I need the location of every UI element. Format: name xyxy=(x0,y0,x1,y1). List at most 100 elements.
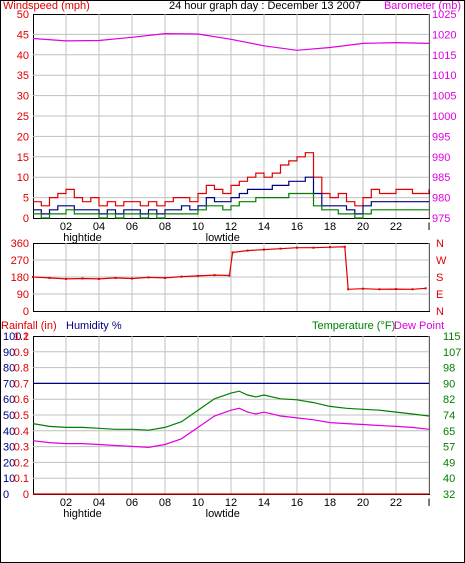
x-tick-label: 18 xyxy=(324,497,336,509)
tide-label: hightide xyxy=(63,232,102,244)
x-tick-label: 14 xyxy=(258,221,270,233)
wind-direction-point xyxy=(329,246,331,249)
humidity-tick-label: 70 xyxy=(3,378,15,390)
left-tick-label: 10 xyxy=(17,172,29,184)
wind-direction-point xyxy=(411,288,414,291)
right-tick-label: 1000 xyxy=(432,111,456,123)
temperature-tick-label: 65 xyxy=(443,426,455,438)
temperature-tick-label: 115 xyxy=(443,331,461,343)
wind-direction-point xyxy=(312,246,315,249)
humidity-tick-label: 40 xyxy=(3,426,15,438)
left-tick-label: 35 xyxy=(17,70,29,82)
temperature-tick-label: 98 xyxy=(443,363,455,375)
temperature-tick-label: 49 xyxy=(443,457,455,469)
rain-tick-label: 0 xyxy=(23,489,29,501)
wind-direction-point xyxy=(362,287,364,290)
compass-label: W xyxy=(436,255,447,267)
x-tick-label: 22 xyxy=(390,221,402,233)
wind-direction-point xyxy=(197,274,199,277)
windspeed-label: Windspeed (mph) xyxy=(3,0,90,12)
rain-tick-label: 0.5 xyxy=(14,410,29,422)
rain-tick-label: 0.4 xyxy=(14,426,29,438)
wind-direction-point xyxy=(228,274,231,277)
x-tick-label: 22 xyxy=(390,497,402,509)
rain-tick-label: 0.2 xyxy=(14,457,29,469)
left-tick-label: 45 xyxy=(17,29,29,41)
left-tick-label: 20 xyxy=(17,131,29,143)
humidity-tick-label: 60 xyxy=(3,394,15,406)
rainfall-label: Rainfall (in) xyxy=(1,320,57,332)
direction-tick-label: 360 xyxy=(11,238,29,250)
x-tick-label: 12 xyxy=(225,221,237,233)
humidity-tick-label: 100 xyxy=(3,331,21,343)
right-tick-label: 1010 xyxy=(432,70,456,82)
x-tick-label: 10 xyxy=(192,497,204,509)
x-tick-label: 16 xyxy=(291,497,303,509)
wind-direction-point xyxy=(164,276,166,279)
temperature-tick-label: 74 xyxy=(443,410,455,422)
humidity-tick-label: 80 xyxy=(3,363,15,375)
temperature-tick-label: 40 xyxy=(443,473,455,485)
wind-direction-point xyxy=(296,246,298,249)
series-line-red xyxy=(33,152,430,207)
temperature-tick-label: 107 xyxy=(443,347,461,359)
x-tick-label: 02 xyxy=(60,497,72,509)
right-tick-label: 980 xyxy=(432,193,450,205)
page-title: 24 hour graph day : December 13 2007 xyxy=(168,0,362,12)
wind-direction-point xyxy=(343,245,346,248)
rain-tick-label: 0.3 xyxy=(14,442,29,454)
right-tick-label: 990 xyxy=(432,152,450,164)
x-tick-label: 18 xyxy=(324,221,336,233)
left-tick-label: 0 xyxy=(23,213,29,225)
direction-tick-label: 0 xyxy=(23,306,29,318)
wind-direction-point xyxy=(424,287,427,290)
dew-point-label: Dew Point xyxy=(394,320,445,332)
direction-tick-label: 180 xyxy=(11,272,29,284)
x-tick-label: I xyxy=(427,221,430,233)
rain-tick-label: 1.1 xyxy=(14,331,29,343)
x-tick-label: I xyxy=(427,497,430,509)
right-tick-label: 1015 xyxy=(432,50,456,62)
wind-direction-point xyxy=(378,288,381,291)
left-tick-label: 15 xyxy=(17,152,29,164)
left-tick-label: 5 xyxy=(23,193,29,205)
temperature-tick-label: 90 xyxy=(443,378,455,390)
x-tick-label: 20 xyxy=(357,497,369,509)
humidity-tick-label: 50 xyxy=(3,410,15,422)
right-tick-label: 1005 xyxy=(432,91,456,103)
rain-tick-label: 0.7 xyxy=(14,378,29,390)
x-tick-label: 20 xyxy=(357,221,369,233)
humidity-tick-label: 90 xyxy=(3,347,15,359)
right-tick-label: 1025 xyxy=(432,9,456,21)
wind-direction-point xyxy=(131,277,133,280)
wind-direction-line xyxy=(32,246,426,290)
wind-direction-point xyxy=(180,275,183,278)
series-line-green xyxy=(33,192,429,219)
x-tick-label: 04 xyxy=(93,221,105,233)
series-line-magenta xyxy=(32,32,430,51)
rain-tick-label: 0.1 xyxy=(14,473,29,485)
direction-tick-label: 90 xyxy=(17,289,29,301)
tide-label: lowtide xyxy=(206,508,240,520)
humidity-tick-label: 10 xyxy=(3,473,15,485)
rain-tick-label: 0.9 xyxy=(14,347,29,359)
wind-direction-point xyxy=(347,288,350,291)
x-tick-label: 06 xyxy=(126,497,138,509)
right-tick-label: 985 xyxy=(432,172,450,184)
compass-label: S xyxy=(436,272,443,284)
x-tick-label: 12 xyxy=(225,497,237,509)
series-line-navy xyxy=(33,176,429,215)
wind-direction-point xyxy=(98,277,100,280)
temperature-label: Temperature (°F) xyxy=(312,320,396,332)
wind-direction-point xyxy=(395,288,397,291)
rain-tick-label: 1.2 xyxy=(14,331,29,343)
rain-tick-label: 0.6 xyxy=(14,394,29,406)
x-tick-label: 08 xyxy=(159,497,171,509)
tide-label: hightide xyxy=(63,508,102,520)
x-tick-label: 16 xyxy=(291,221,303,233)
right-tick-label: 995 xyxy=(432,131,450,143)
right-tick-label: 975 xyxy=(432,213,450,225)
x-tick-label: 04 xyxy=(93,497,105,509)
